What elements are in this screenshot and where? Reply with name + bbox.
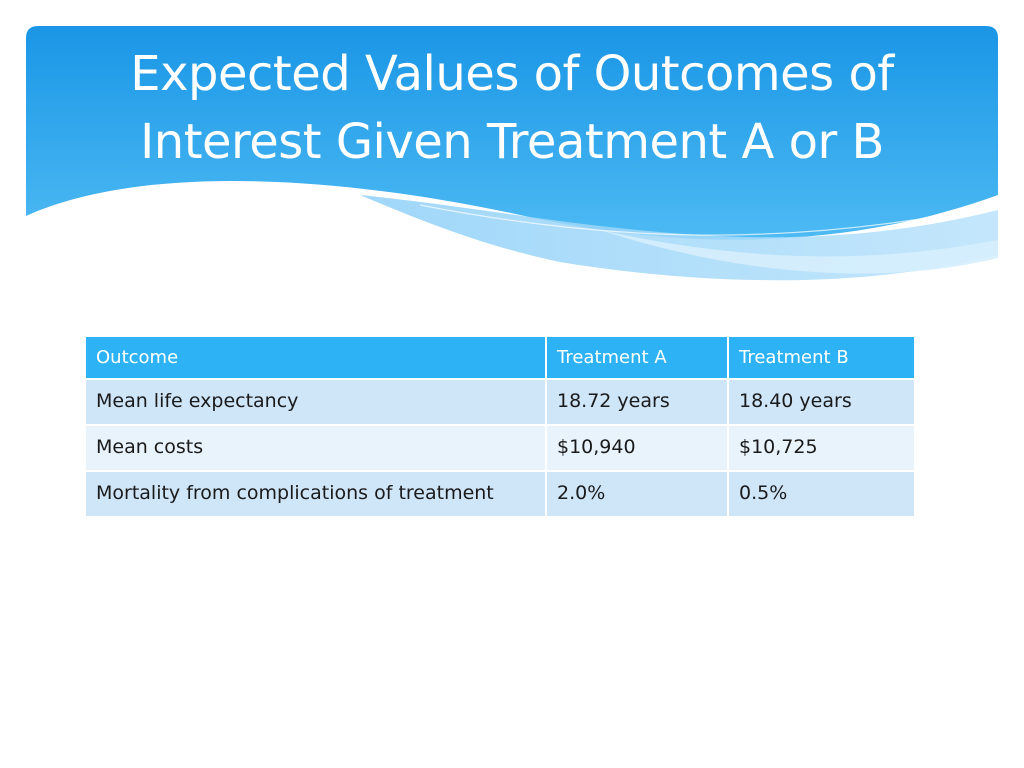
cell-treatment-a: 18.72 years [547,380,727,424]
cell-treatment-b: $10,725 [729,426,914,470]
header-wave-background [26,26,999,281]
cell-treatment-a: 2.0% [547,472,727,516]
outcomes-table: Outcome Treatment A Treatment B Mean lif… [84,335,916,518]
table-row: Mortality from complications of treatmen… [86,472,914,516]
cell-outcome: Mortality from complications of treatmen… [86,472,545,516]
cell-outcome: Mean life expectancy [86,380,545,424]
cell-outcome: Mean costs [86,426,545,470]
cell-treatment-a: $10,940 [547,426,727,470]
cell-treatment-b: 18.40 years [729,380,914,424]
column-header-treatment-b: Treatment B [729,337,914,378]
table-row: Mean life expectancy 18.72 years 18.40 y… [86,380,914,424]
column-header-treatment-a: Treatment A [547,337,727,378]
table-row: Mean costs $10,940 $10,725 [86,426,914,470]
table-header-row: Outcome Treatment A Treatment B [86,337,914,378]
column-header-outcome: Outcome [86,337,545,378]
cell-treatment-b: 0.5% [729,472,914,516]
slide-title: Expected Values of Outcomes of Interest … [130,46,894,170]
